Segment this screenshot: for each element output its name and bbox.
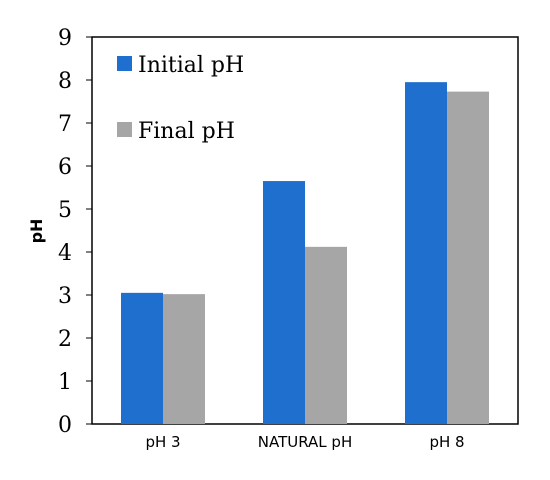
y-tick-label: 1 <box>58 370 72 395</box>
x-tick-label: NATURAL pH <box>258 433 352 451</box>
y-tick-label: 8 <box>58 69 72 94</box>
legend-label-initial: Initial pH <box>138 53 244 78</box>
bar-initial-0 <box>121 292 163 424</box>
y-tick-label: 5 <box>58 198 72 223</box>
y-tick-label: 7 <box>58 112 72 137</box>
y-tick-label: 0 <box>58 413 72 438</box>
legend-swatch-initial <box>117 56 132 71</box>
bar-initial-2 <box>405 82 447 425</box>
legend-swatch-final <box>117 122 132 137</box>
y-tick-label: 6 <box>58 155 72 180</box>
y-axis-label: pH <box>27 219 46 244</box>
bar-final-0 <box>163 294 205 424</box>
y-tick-label: 2 <box>58 327 72 352</box>
x-tick-label: pH 3 <box>145 433 180 451</box>
legend-label-final: Final pH <box>138 119 235 144</box>
bar-initial-1 <box>263 181 305 424</box>
y-tick-label: 4 <box>58 241 72 266</box>
bar-final-1 <box>305 246 347 424</box>
y-tick-label: 9 <box>58 26 72 51</box>
bars-group <box>121 82 489 425</box>
bar-final-2 <box>447 91 489 425</box>
y-ticks-group: 0 1 2 3 4 5 6 7 8 9 <box>58 26 92 438</box>
y-tick-label: 3 <box>58 284 72 309</box>
x-ticks-group: pH 3 NATURAL pH pH 8 <box>145 433 464 451</box>
legend: Initial pH Final pH <box>117 53 244 144</box>
x-tick-label: pH 8 <box>429 433 464 451</box>
